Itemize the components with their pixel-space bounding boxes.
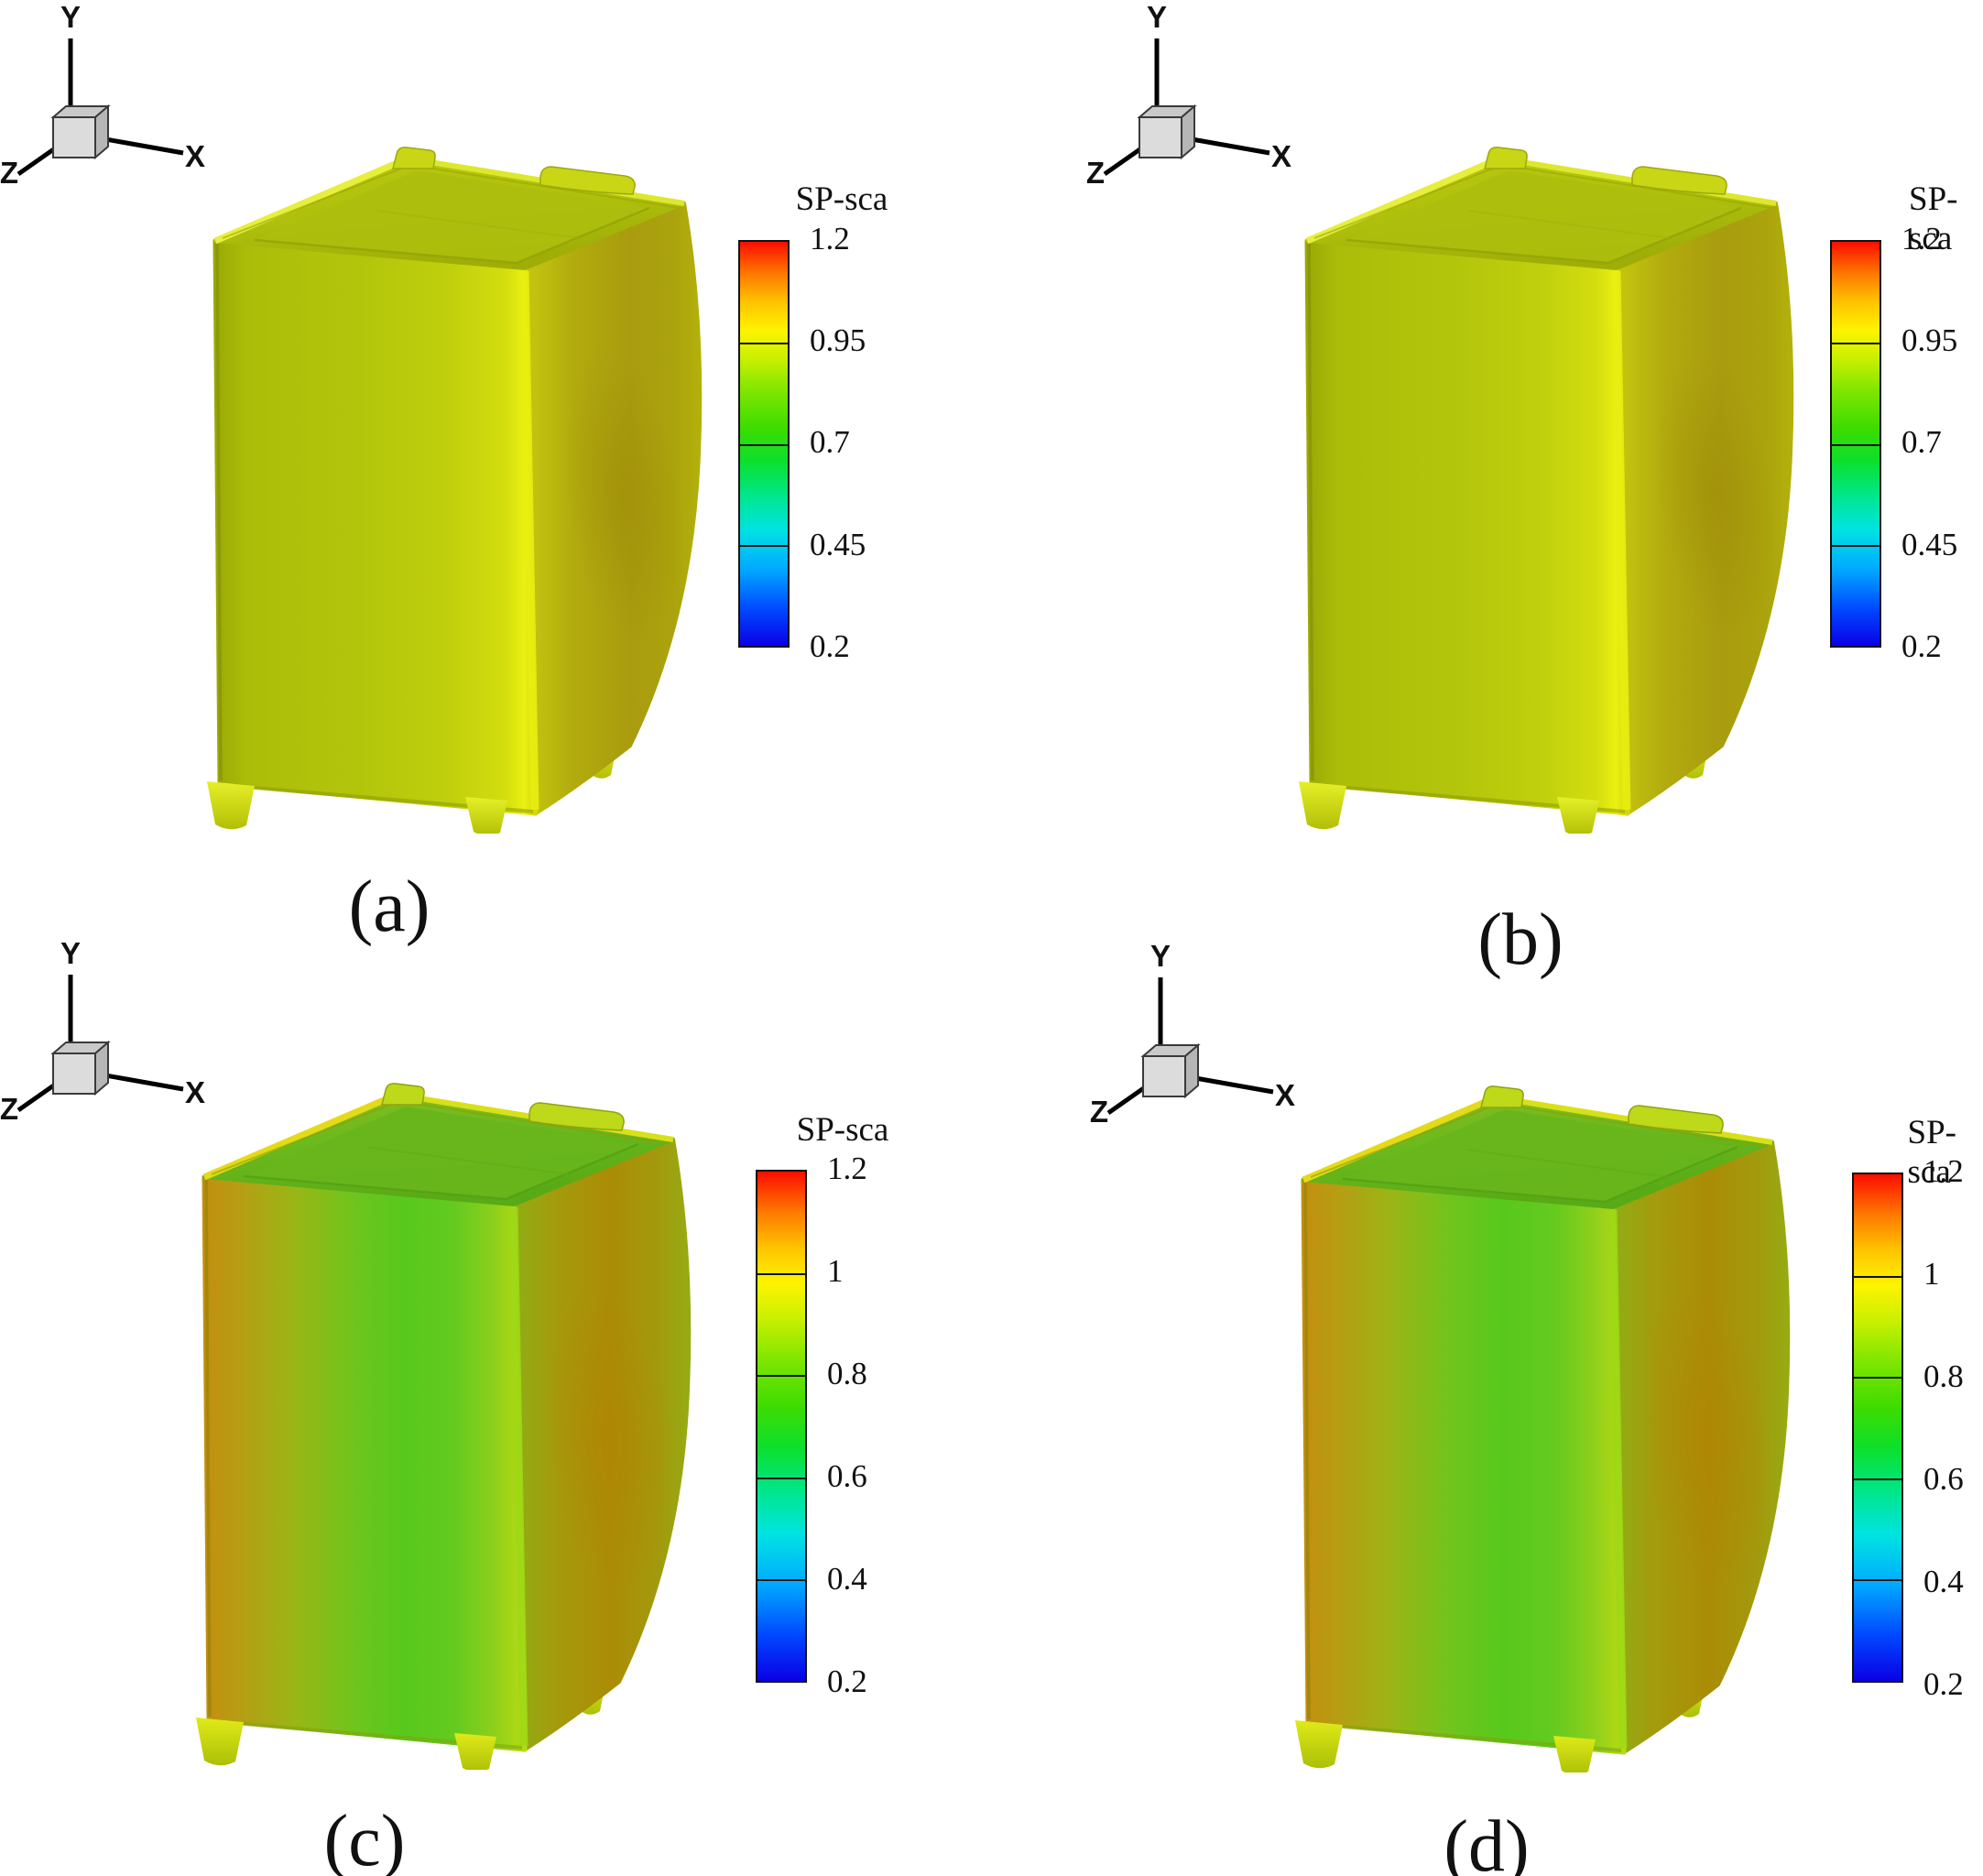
axis-label-x: X xyxy=(185,139,205,173)
axis-label-y: Y xyxy=(60,0,81,34)
legend-title: SP-sca xyxy=(795,180,888,218)
colorbar-tick: 1.2 xyxy=(1923,1153,1964,1190)
legend-title: SP-sca xyxy=(796,1111,889,1149)
axis-triad: Y X Z xyxy=(0,936,229,1129)
axis-label-z: Z xyxy=(1090,1095,1108,1129)
colorbar-tick: 0.45 xyxy=(1901,527,1958,563)
axis-label-y: Y xyxy=(1147,0,1167,34)
machine-3d-model xyxy=(1286,101,1799,834)
legend-title: SP-sca xyxy=(1909,180,1958,257)
axis-label-y: Y xyxy=(1150,939,1171,973)
colorbar-tick: 1 xyxy=(827,1253,844,1290)
axis-triad: Y X Z xyxy=(1086,0,1315,192)
colorbar xyxy=(738,240,790,648)
axis-label-z: Z xyxy=(0,156,18,190)
colorbar-tick: 0.8 xyxy=(1923,1358,1964,1395)
colorbar-tick: 1.2 xyxy=(1901,221,1942,257)
axis-triad: Y X Z xyxy=(1090,939,1319,1131)
colorbar-tick: 1.2 xyxy=(810,221,850,257)
colorbar-tick: 0.7 xyxy=(1901,424,1942,461)
axis-label-x: X xyxy=(185,1075,205,1109)
colorbar-tick: 0.95 xyxy=(810,322,866,359)
colorbar-tick: 0.4 xyxy=(1923,1564,1964,1600)
colorbar xyxy=(1830,240,1881,648)
colorbar-tick: 0.7 xyxy=(810,424,850,461)
axis-label-z: Z xyxy=(1086,156,1105,190)
panel-label: (a) xyxy=(348,867,430,947)
colorbar xyxy=(1852,1172,1903,1683)
axis-label-x: X xyxy=(1271,139,1291,173)
colorbar-tick: 0.6 xyxy=(1923,1461,1964,1498)
axis-label-y: Y xyxy=(60,936,81,970)
panel-label: (c) xyxy=(323,1801,406,1876)
colorbar-tick: 1.2 xyxy=(827,1151,867,1187)
panel-label: (b) xyxy=(1477,900,1564,980)
colorbar-tick: 0.2 xyxy=(1923,1666,1964,1703)
machine-3d-model xyxy=(1282,1040,1795,1772)
colorbar-tick: 0.95 xyxy=(1901,322,1958,359)
colorbar-tick: 0.2 xyxy=(827,1663,867,1700)
colorbar-tick: 0.2 xyxy=(1901,628,1942,665)
axis-label-z: Z xyxy=(0,1092,18,1126)
colorbar-tick: 0.2 xyxy=(810,628,850,665)
axis-triad: Y X Z xyxy=(0,0,229,192)
colorbar-tick: 0.6 xyxy=(827,1458,867,1495)
colorbar-tick: 0.45 xyxy=(810,527,866,563)
colorbar-tick: 0.4 xyxy=(827,1561,867,1598)
machine-3d-model xyxy=(183,1037,696,1770)
machine-3d-model xyxy=(194,101,707,834)
axis-label-x: X xyxy=(1275,1078,1295,1112)
legend-title: SP-sca xyxy=(1907,1114,1956,1191)
colorbar xyxy=(756,1170,807,1683)
colorbar-tick: 0.8 xyxy=(827,1356,867,1392)
panel-label: (d) xyxy=(1444,1806,1530,1876)
colorbar-tick: 1 xyxy=(1923,1256,1940,1292)
